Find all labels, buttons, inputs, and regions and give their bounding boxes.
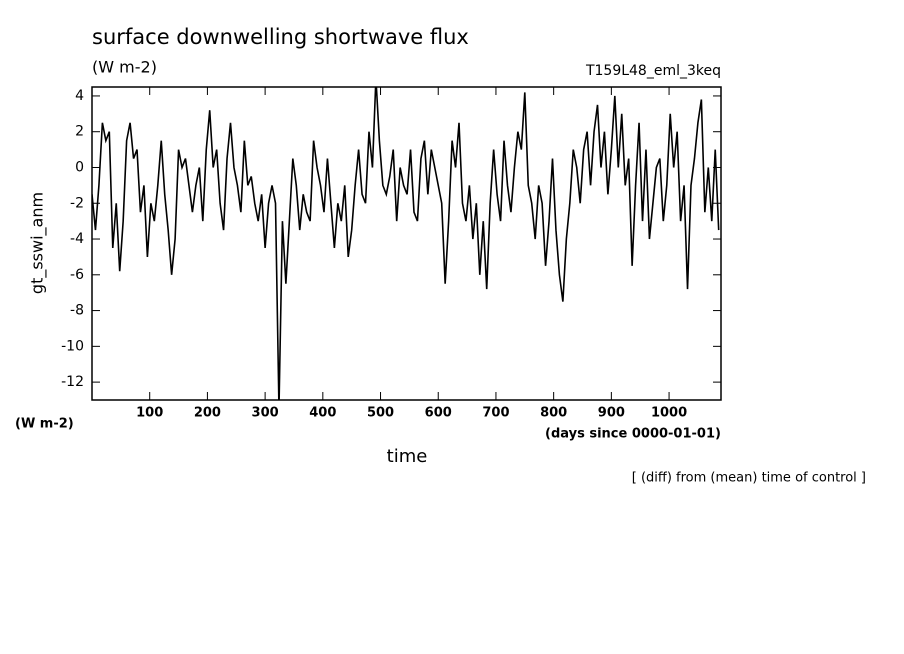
y-tick-label: -10 (61, 338, 84, 354)
y-tick-label: 4 (75, 88, 84, 104)
plot-frame (91, 86, 722, 401)
x-tick-label: 600 (425, 406, 452, 421)
x-tick-label: 300 (252, 406, 279, 421)
y-tick-label: -12 (61, 374, 84, 390)
y-axis-label: gt_sswi_anm (28, 192, 48, 294)
data-line (92, 87, 720, 400)
chart-title: surface downwelling shortwave flux (92, 25, 469, 49)
y-tick-label: 0 (75, 159, 84, 175)
x-tick-label: 100 (136, 406, 163, 421)
subtitle: (W m-2) (92, 58, 157, 77)
x-tick-label: 1000 (651, 406, 687, 421)
x-axis-label: time (387, 446, 428, 467)
y-tick-label: 2 (75, 124, 84, 140)
x-tick-label: 500 (367, 406, 394, 421)
y-tick-label: -6 (70, 267, 84, 283)
note: [ (diff) from (mean) time of control ] (632, 471, 866, 486)
x-tick-label: 200 (194, 406, 221, 421)
y-units: (W m-2) (15, 417, 74, 432)
x-tick-label: 800 (540, 406, 567, 421)
y-tick-label: -8 (70, 303, 84, 319)
x-tick-label: 400 (309, 406, 336, 421)
y-tick-label: -4 (70, 231, 84, 247)
y-tick-label: -2 (70, 195, 84, 211)
run-label: T159L48_eml_3keq (585, 63, 721, 79)
x-units: (days since 0000-01-01) (545, 427, 721, 442)
x-tick-label: 700 (482, 406, 509, 421)
x-tick-label: 900 (598, 406, 625, 421)
